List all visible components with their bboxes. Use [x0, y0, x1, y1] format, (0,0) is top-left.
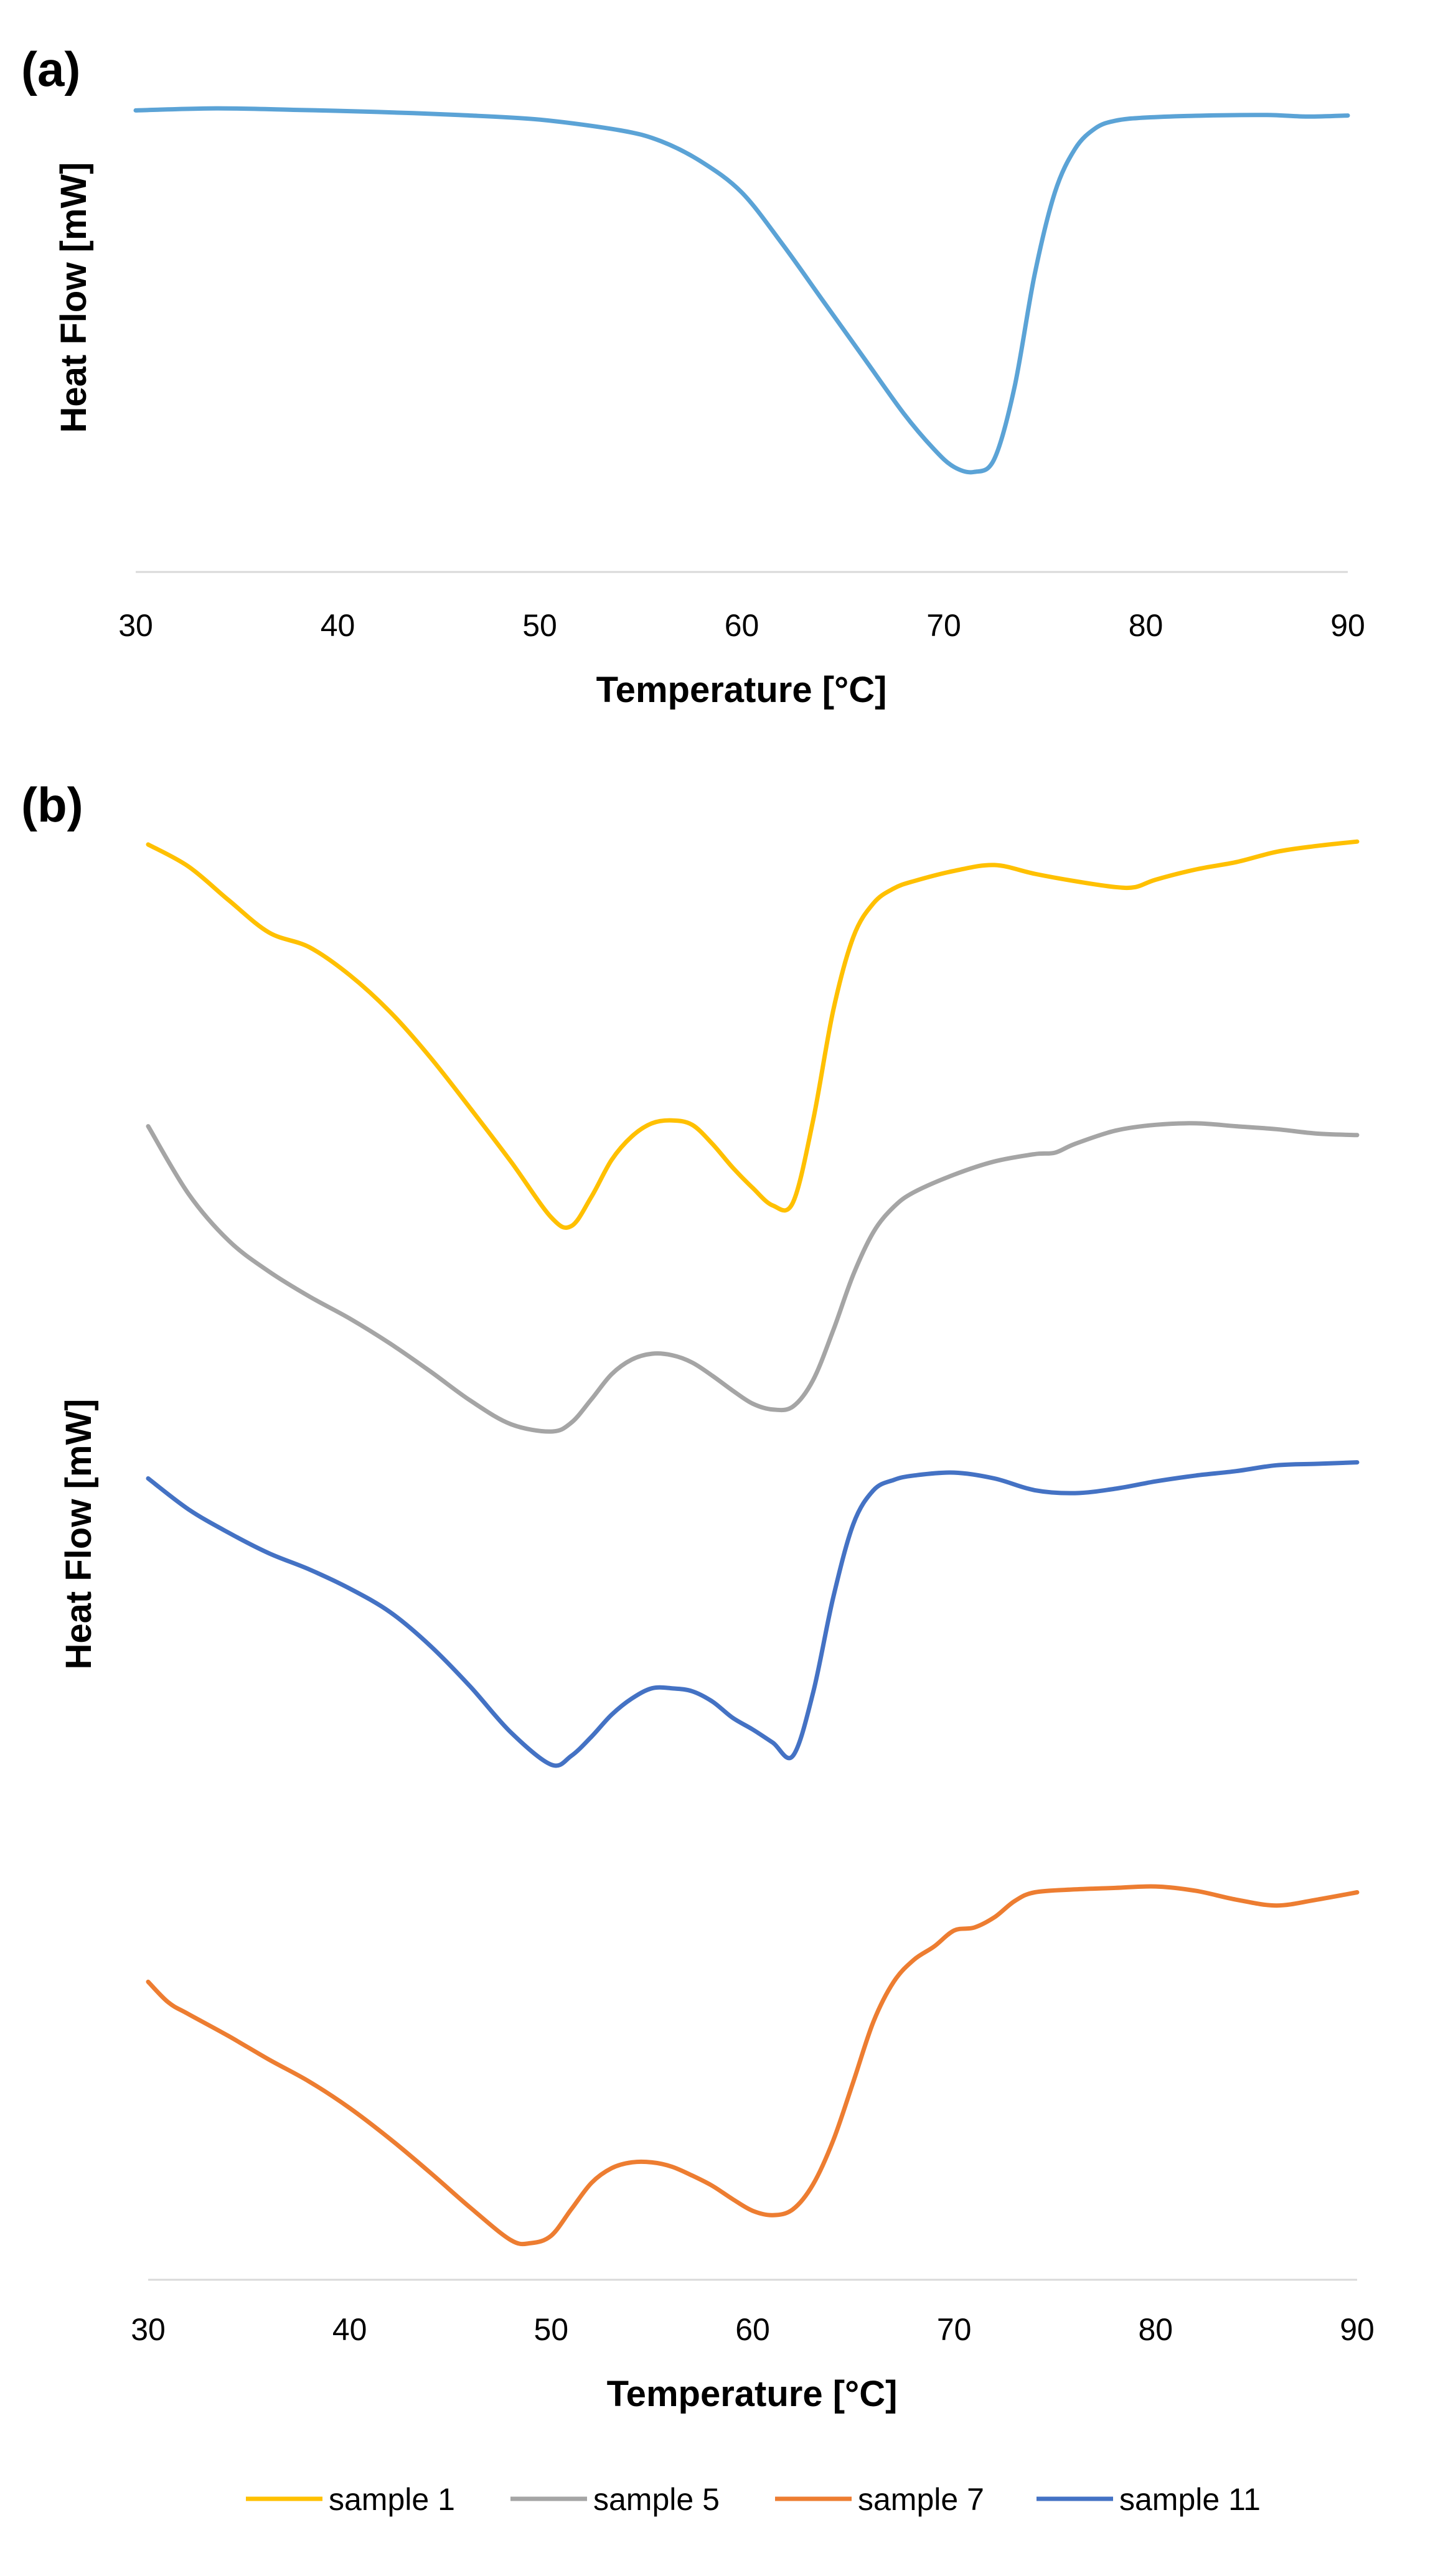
chart-a-y-axis-title: Heat Flow [mW]: [54, 162, 94, 433]
legend-label: sample 5: [593, 2482, 720, 2517]
chart-a-x-ticks: 30 40 50 60 70 80 90: [118, 608, 1365, 643]
chart-a-x-tick: 50: [522, 608, 557, 643]
chart-a-x-tick: 90: [1330, 608, 1365, 643]
legend-item-sample-7: sample 7: [775, 2482, 984, 2517]
panel-b-label: (b): [21, 777, 83, 832]
chart-b-x-tick: 40: [332, 2312, 367, 2347]
legend-label: sample 7: [858, 2482, 984, 2517]
legend-label: sample 11: [1119, 2482, 1261, 2517]
chart-b-x-tick: 80: [1138, 2312, 1173, 2347]
chart-b-x-tick: 90: [1340, 2312, 1375, 2347]
legend-item-sample-5: sample 5: [510, 2482, 720, 2517]
chart-b-y-axis-title: Heat Flow [mW]: [59, 1399, 99, 1670]
chart-a: (a) Heat Flow [mW] 30 40 50 60 70 80 90 …: [21, 42, 1365, 710]
legend-label: sample 1: [329, 2482, 455, 2517]
chart-a-x-tick: 60: [725, 608, 759, 643]
chart-b-x-tick: 50: [534, 2312, 568, 2347]
legend-item-sample-1: sample 1: [246, 2482, 455, 2517]
chart-b-series-sample-7: [146, 1884, 1360, 2247]
chart-b-series-sample-5: [146, 1121, 1360, 1434]
panel-a-label: (a): [21, 42, 80, 96]
chart-b-x-tick: 70: [937, 2312, 972, 2347]
chart-b-series-sample-1: [146, 839, 1360, 1230]
chart-a-series-line: [133, 106, 1350, 475]
chart-a-x-tick: 70: [926, 608, 961, 643]
legend: sample 1 sample 5 sample 7 sample 11: [246, 2482, 1261, 2517]
chart-b-x-axis-title: Temperature [°C]: [607, 2374, 898, 2414]
chart-b-x-tick: 60: [735, 2312, 770, 2347]
chart-b: (b) Heat Flow [mW] 30 40 50 60 70 80 90 …: [21, 777, 1375, 2414]
chart-a-x-axis-title: Temperature [°C]: [596, 670, 887, 710]
chart-b-x-ticks: 30 40 50 60 70 80 90: [131, 2312, 1375, 2347]
chart-b-series-sample-11: [146, 1460, 1360, 1768]
chart-a-x-tick: 80: [1129, 608, 1164, 643]
legend-item-sample-11: sample 11: [1037, 2482, 1261, 2517]
chart-a-x-tick: 40: [321, 608, 355, 643]
chart-a-x-tick: 30: [118, 608, 153, 643]
chart-b-x-tick: 30: [131, 2312, 166, 2347]
